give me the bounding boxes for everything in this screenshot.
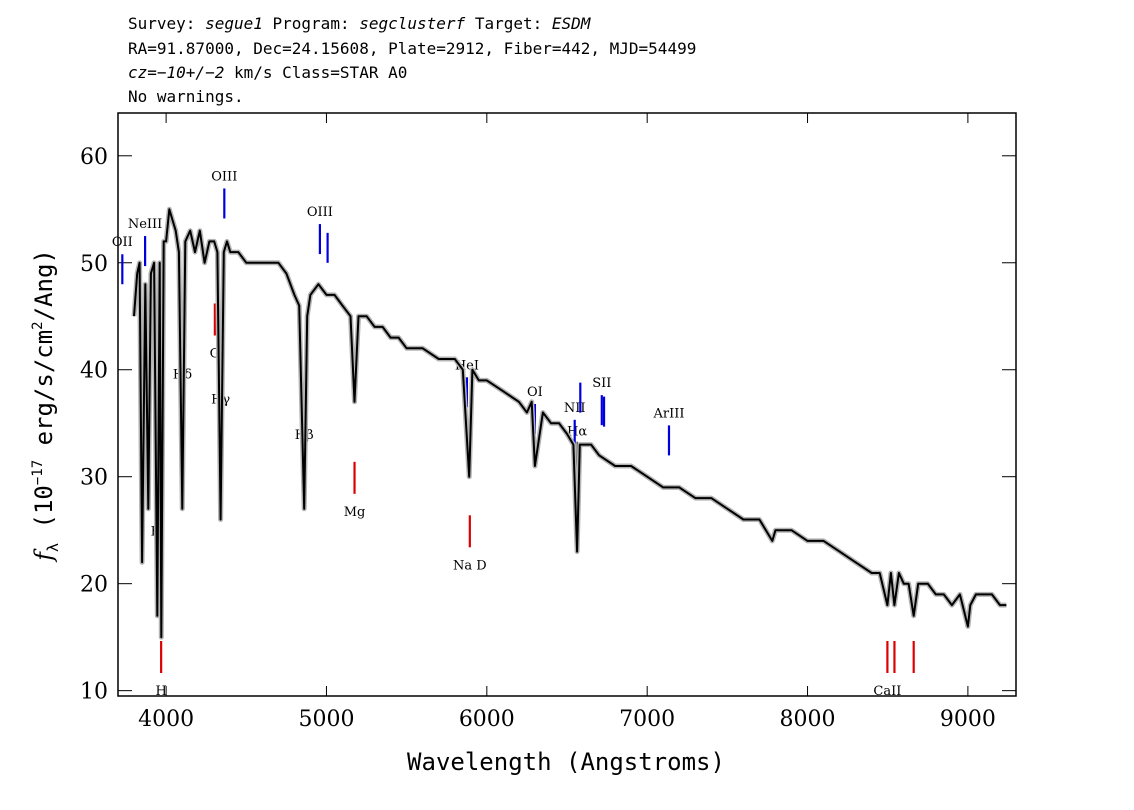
line-label: Mg	[344, 505, 366, 520]
x-tick-label: 7000	[619, 707, 675, 732]
y-tick-label: 10	[80, 680, 108, 705]
header-line-2: RA=91.87000, Dec=24.15608, Plate=2912, F…	[128, 39, 697, 58]
line-label: NeIII	[128, 217, 162, 232]
line-label: Hα	[567, 425, 587, 440]
line-label: OIII	[211, 169, 237, 184]
y-tick-label: 20	[80, 573, 108, 598]
header-line-4: No warnings.	[128, 87, 244, 106]
line-label: H	[155, 684, 166, 699]
class-text: km/s Class=STAR A0	[224, 63, 408, 82]
line-label: CaII	[873, 684, 901, 699]
line-label: OIII	[307, 205, 333, 220]
target-label: Target:	[474, 14, 543, 33]
y-tick-label: 40	[80, 359, 108, 384]
x-axis-title: Wavelength (Angstroms)	[407, 748, 725, 776]
line-label: Na D	[453, 558, 487, 573]
spectrum-line	[133, 208, 1007, 639]
plot-frame	[117, 112, 1017, 697]
program-value: segclusterf	[359, 14, 466, 33]
target-value: ESDM	[551, 14, 591, 33]
survey-label: Survey:	[128, 14, 196, 33]
axis-ticks: 4000 5000 6000 7000 8000 9000 10 20 30 40 50 60	[80, 113, 1016, 732]
line-label: G	[210, 347, 220, 362]
program-label: Program:	[272, 14, 350, 33]
y-tick-label: 60	[80, 145, 108, 170]
line-label: OI	[527, 385, 543, 400]
x-tick-label: 4000	[138, 707, 194, 732]
survey-value: segue1	[205, 14, 263, 33]
redshift-value: cz=−10+/−2	[128, 63, 225, 82]
line-label: SII	[592, 376, 611, 391]
y-tick-label: 30	[80, 466, 108, 491]
header-line-3: cz=−10+/−2 km/s Class=STAR A0	[128, 63, 407, 82]
x-tick-label: 8000	[780, 707, 836, 732]
x-tick-label: 5000	[298, 707, 354, 732]
line-label: NII	[564, 401, 586, 416]
y-tick-label: 50	[80, 252, 108, 277]
x-tick-label: 6000	[459, 707, 515, 732]
header-line-1: Survey: segue1 Program: segclusterf Targ…	[128, 14, 590, 33]
y-axis-title: fλ (10−17 erg/s/cm2/Ang)	[30, 249, 62, 563]
line-label: ArIII	[652, 406, 684, 421]
x-tick-label: 9000	[940, 707, 996, 732]
line-label: OII	[112, 235, 133, 250]
